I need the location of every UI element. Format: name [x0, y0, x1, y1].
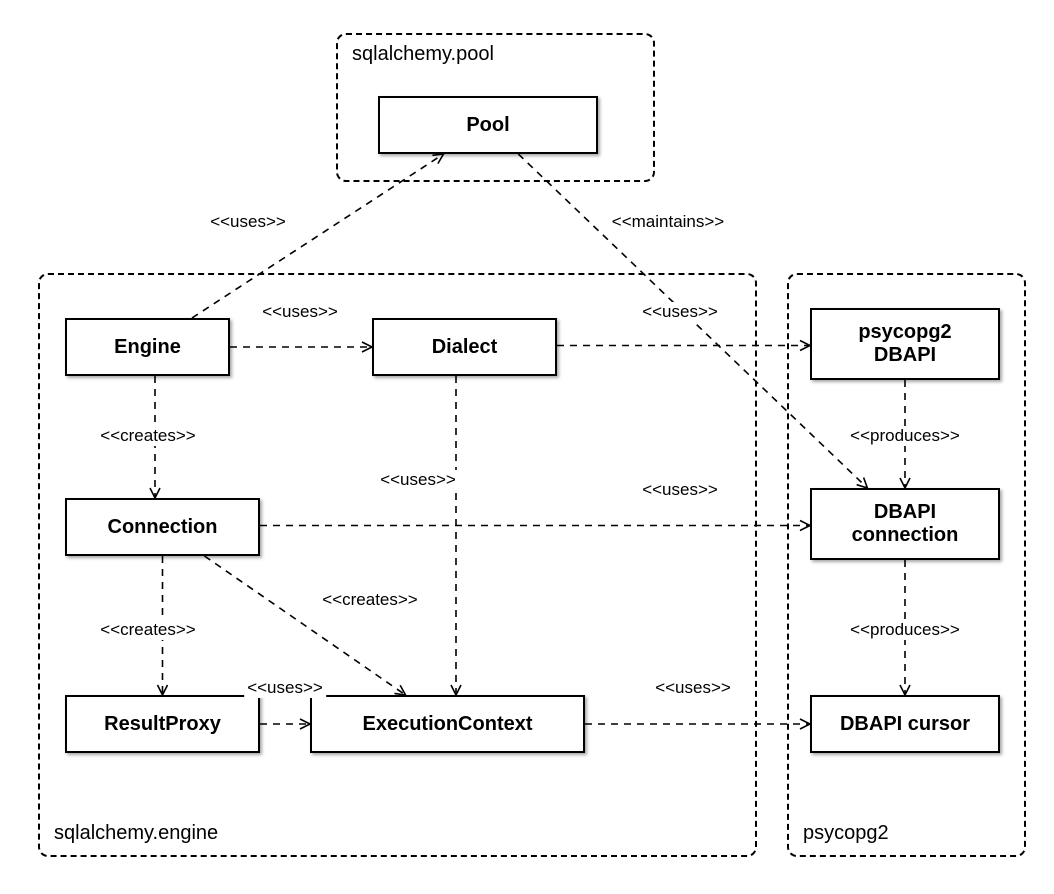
node-engine-label: Engine [114, 336, 181, 359]
node-resultproxy-label: ResultProxy [104, 713, 221, 736]
node-dbapi-connection-label: DBAPIconnection [852, 501, 959, 547]
node-engine: Engine [65, 318, 230, 376]
node-connection-label: Connection [108, 516, 218, 539]
node-resultproxy: ResultProxy [65, 695, 260, 753]
node-connection: Connection [65, 498, 260, 556]
edge-label-e7: <<uses>> [639, 480, 721, 500]
edge-label-e11: <<uses>> [244, 678, 326, 698]
package-pool-label: sqlalchemy.pool [352, 43, 494, 66]
node-executioncontext-label: ExecutionContext [362, 713, 532, 736]
node-psycopg2-dbapi: psycopg2DBAPI [810, 308, 1000, 380]
edge-label-e9: <<creates>> [97, 620, 198, 640]
edge-label-e13: <<produces>> [847, 620, 963, 640]
edge-label-e4: <<maintains>> [609, 212, 727, 232]
node-pool: Pool [378, 96, 598, 154]
node-executioncontext: ExecutionContext [310, 695, 585, 753]
node-dbapi-cursor-label: DBAPI cursor [840, 713, 970, 736]
edge-label-e6: <<uses>> [377, 470, 459, 490]
edge-label-e3: <<uses>> [639, 302, 721, 322]
node-psycopg2-dbapi-label: psycopg2DBAPI [858, 321, 951, 367]
node-pool-label: Pool [466, 114, 509, 137]
edge-label-e10: <<creates>> [319, 590, 420, 610]
node-dialect: Dialect [372, 318, 557, 376]
node-dbapi-cursor: DBAPI cursor [810, 695, 1000, 753]
package-psycopg-label: psycopg2 [803, 822, 889, 845]
node-dialect-label: Dialect [432, 336, 498, 359]
node-dbapi-connection: DBAPIconnection [810, 488, 1000, 560]
package-engine-label: sqlalchemy.engine [54, 822, 218, 845]
edge-label-e5: <<creates>> [97, 426, 198, 446]
edge-label-e2: <<uses>> [259, 302, 341, 322]
edge-label-e1: <<uses>> [207, 212, 289, 232]
edge-label-e12: <<uses>> [652, 678, 734, 698]
diagram-canvas: sqlalchemy.pool sqlalchemy.engine psycop… [0, 0, 1054, 894]
edge-label-e8: <<produces>> [847, 426, 963, 446]
